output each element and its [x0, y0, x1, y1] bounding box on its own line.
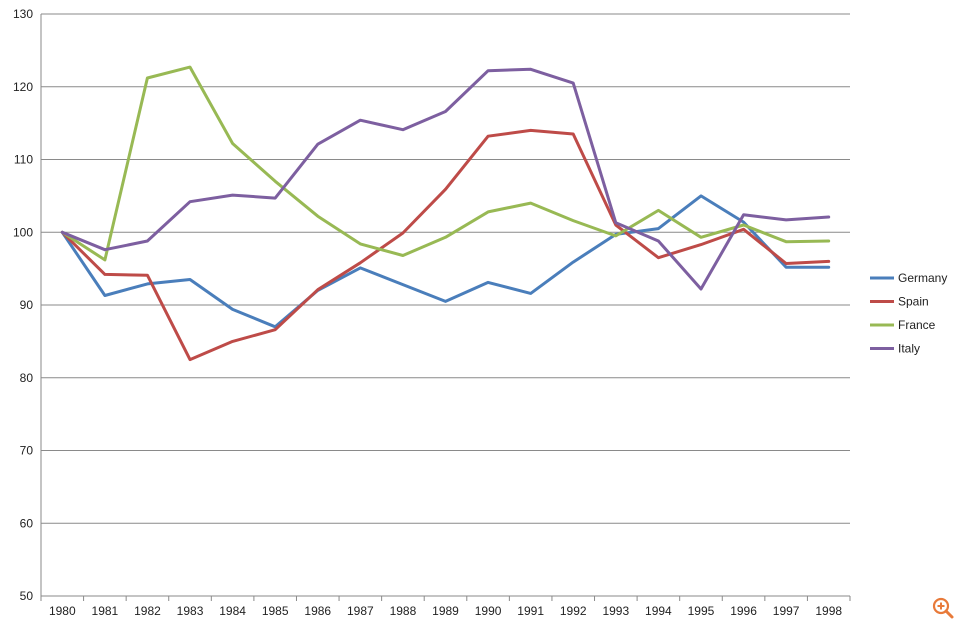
- y-tick-label: 90: [20, 298, 34, 312]
- legend: Germany Spain France Italy: [870, 271, 947, 356]
- legend-label-france: France: [898, 318, 936, 332]
- legend-label-italy: Italy: [898, 342, 920, 356]
- y-tick-label: 70: [20, 444, 34, 458]
- series-line-italy: [60, 67, 831, 291]
- x-tick-label-1997: 1997: [773, 604, 800, 618]
- y-tick-label: 60: [20, 516, 34, 530]
- axes: [40, 14, 851, 601]
- x-tick-label-1987: 1987: [347, 604, 374, 618]
- x-tick-label-1988: 1988: [390, 604, 417, 618]
- x-tick-label-1993: 1993: [602, 604, 629, 618]
- x-tick-label-1994: 1994: [645, 604, 672, 618]
- gridlines: [41, 13, 850, 597]
- x-tick-label-1983: 1983: [177, 604, 204, 618]
- x-tick-label-1998: 1998: [815, 604, 842, 618]
- legend-label-germany: Germany: [898, 271, 947, 285]
- y-tick-label: 130: [13, 7, 33, 21]
- y-tick-label: 100: [13, 225, 33, 239]
- series-line-germany: [60, 194, 831, 329]
- y-tick-label: 80: [20, 371, 34, 385]
- series-line-spain: [60, 128, 831, 362]
- x-tick-label-1991: 1991: [517, 604, 544, 618]
- x-tick-label-1989: 1989: [432, 604, 459, 618]
- x-tick-label-1990: 1990: [475, 604, 502, 618]
- x-tick-label-1981: 1981: [92, 604, 119, 618]
- x-tick-label-1986: 1986: [304, 604, 331, 618]
- x-tick-label-1980: 1980: [49, 604, 76, 618]
- x-tick-label-1996: 1996: [730, 604, 757, 618]
- x-tick-label-1984: 1984: [219, 604, 246, 618]
- series-line-france: [60, 65, 831, 262]
- x-tick-label-1985: 1985: [262, 604, 289, 618]
- x-tick-labels: 1980 1981 1982 1983 1984 1985 1986 1987 1988 1989…: [49, 604, 842, 618]
- legend-label-spain: Spain: [898, 295, 929, 309]
- zoom-in-icon: [932, 597, 954, 619]
- y-tick-labels: 50 60 70 80 90 100 110 120 130: [13, 7, 33, 603]
- zoom-in-button[interactable]: [931, 596, 955, 620]
- y-tick-label: 120: [13, 80, 33, 94]
- x-tick-label-1995: 1995: [688, 604, 715, 618]
- y-tick-label: 50: [20, 589, 34, 603]
- x-tick-label-1982: 1982: [134, 604, 161, 618]
- y-tick-label: 110: [14, 153, 33, 167]
- series-lines: [60, 65, 831, 362]
- x-tick-label-1992: 1992: [560, 604, 587, 618]
